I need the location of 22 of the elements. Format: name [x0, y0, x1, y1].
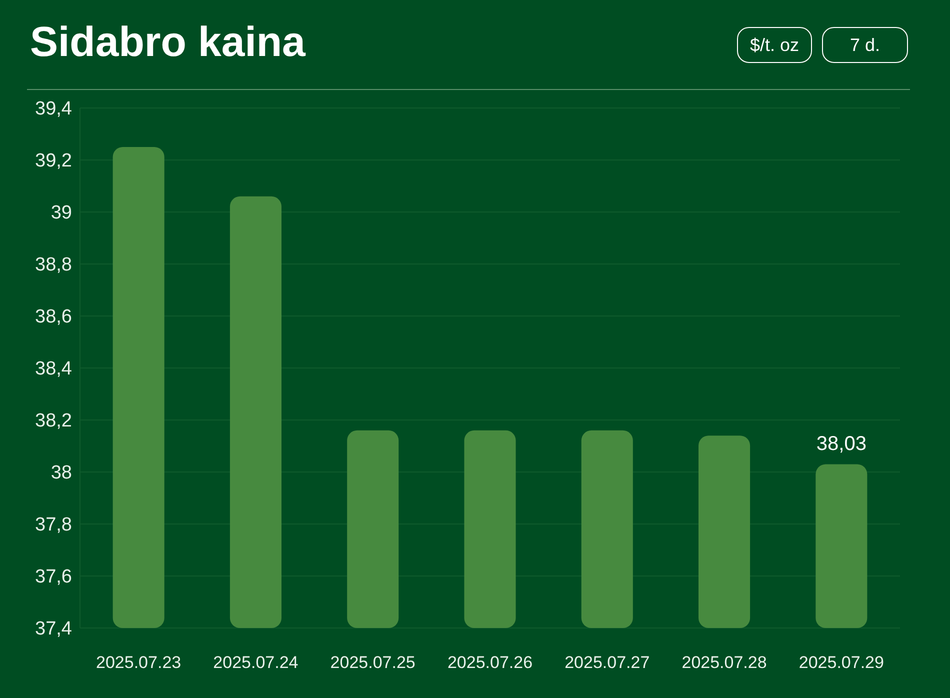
y-tick-label: 38,8: [35, 254, 72, 276]
x-tick-label: 2025.07.27: [564, 653, 650, 672]
x-tick-label: 2025.07.23: [96, 653, 182, 672]
x-tick-label: 2025.07.24: [213, 653, 298, 672]
y-tick-label: 37,6: [35, 566, 72, 588]
x-tick-label: 2025.07.25: [330, 653, 416, 672]
x-tick-label: 2025.07.28: [682, 653, 767, 672]
y-tick-label: 37,4: [35, 618, 72, 640]
y-tick-label: 38,6: [35, 306, 72, 328]
y-tick-label: 38: [50, 462, 72, 484]
toggle-button: 7 d.: [822, 27, 908, 63]
y-tick-label: 38,2: [35, 410, 72, 432]
chart-title: Sidabro kaina: [30, 18, 306, 66]
data-label: 38,03: [816, 433, 866, 456]
y-tick-label: 39: [50, 202, 72, 224]
y-tick-label: 39,2: [35, 150, 72, 172]
x-tick-label: 2025.07.26: [447, 653, 533, 672]
y-tick-label: 39,4: [35, 98, 72, 120]
y-tick-label: 38,4: [35, 358, 72, 380]
toggle-button: $/t. oz: [736, 27, 812, 63]
x-tick-label: 2025.07.29: [798, 653, 884, 672]
y-tick-label: 37,8: [35, 514, 72, 536]
